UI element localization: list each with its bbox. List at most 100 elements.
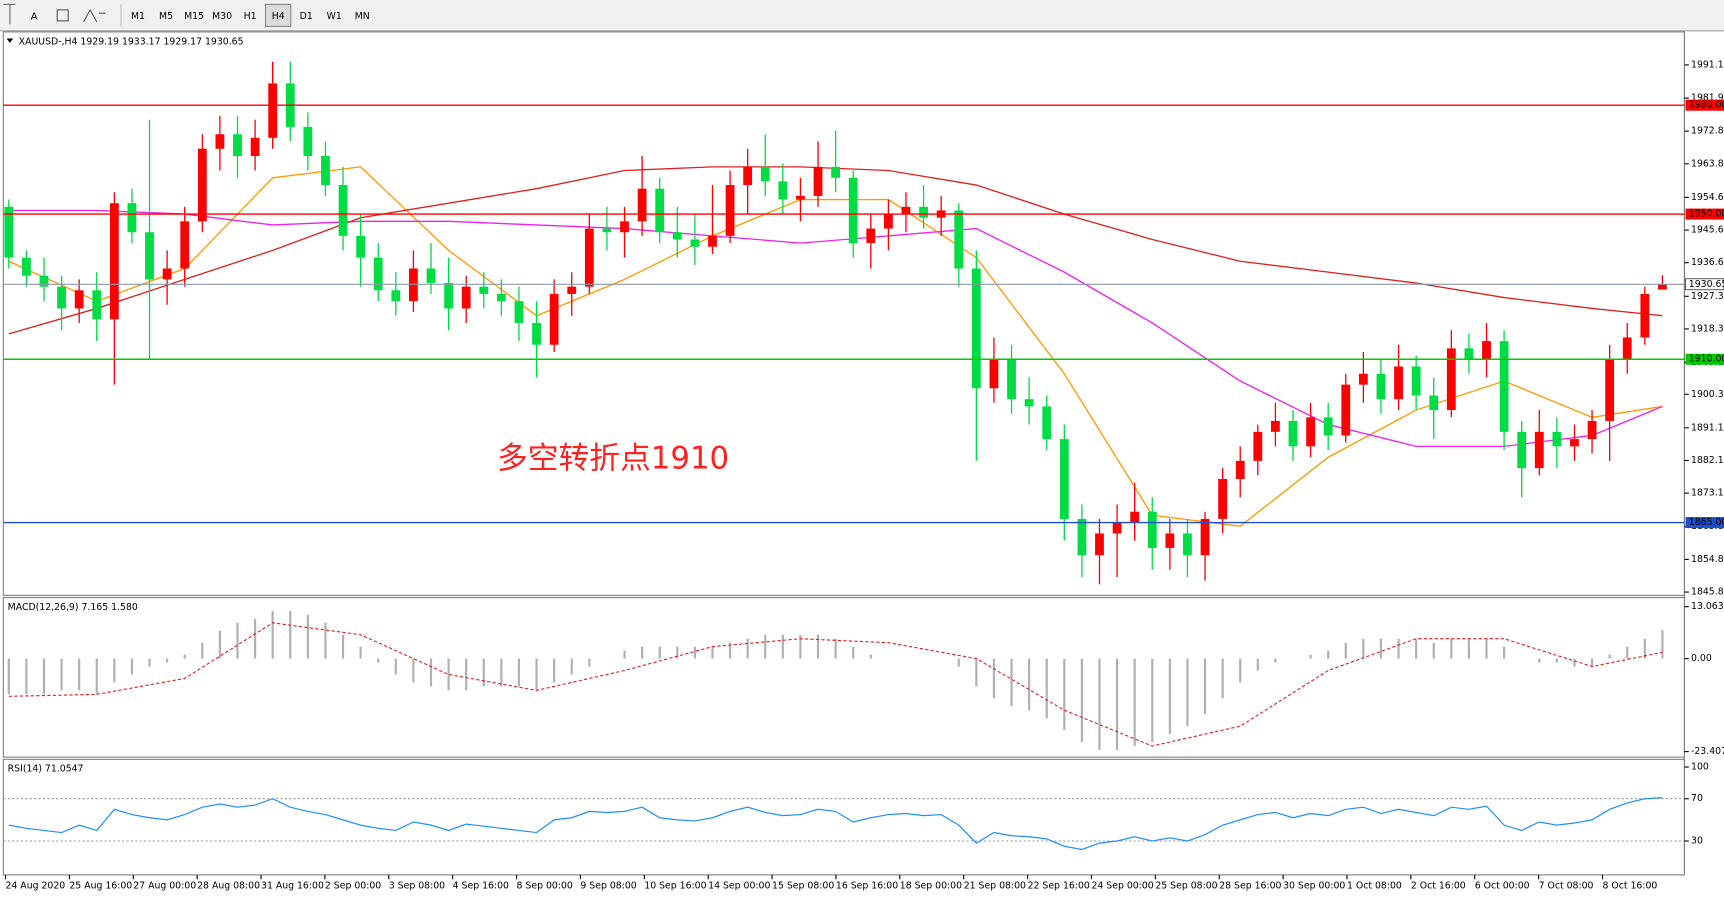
time-label: 31 Aug 16:00 [261,880,324,891]
y-tick-label: 1891.10 [1691,422,1724,433]
candle-body [127,203,137,233]
candle-body [1394,366,1403,400]
candle-body [1147,511,1157,548]
time-label: 22 Sep 16:00 [1028,880,1090,891]
candle-body [1570,439,1579,447]
y-tick-label: 1845.85 [1691,587,1724,598]
time-label: 8 Sep 00:00 [517,880,573,891]
candle-body [39,275,49,287]
candle-body [1482,341,1491,360]
time-label: 6 Oct 00:00 [1475,880,1530,891]
level-label-bg [1685,517,1724,529]
time-label: 10 Sep 16:00 [644,880,706,891]
time-label: 4 Sep 16:00 [453,880,509,891]
timeframe-label[interactable]: D1 [300,11,313,22]
level-label: 1980.00 [1689,100,1724,111]
time-label: 15 Sep 08:00 [772,880,834,891]
timeframe-label[interactable]: H1 [244,11,257,22]
timeframe-button[interactable] [349,4,375,27]
icon-text-label[interactable] [56,9,69,22]
candle-body [92,290,102,320]
y-tick-label: 1972.85 [1691,126,1724,137]
timeframe-button[interactable] [209,4,235,27]
candle-body [1552,431,1562,447]
candle-body [1411,366,1421,396]
candle-body [725,185,735,236]
y-tick-label: 1873.10 [1691,488,1724,499]
candle-body [145,232,154,280]
y-tick-label: 1954.60 [1691,192,1724,203]
candle-body [532,322,541,345]
candle-body [1077,518,1087,556]
macd-signal [8,622,1663,747]
text-tool[interactable]: A [31,12,38,23]
candle-body [655,188,665,233]
candle-body [708,235,717,247]
current-price-bg [1685,278,1724,291]
candle-body [866,228,876,244]
candle-body [813,166,823,196]
timeframe-label[interactable]: M15 [184,11,204,22]
timeframe-label[interactable]: M5 [159,11,173,22]
time-label: 28 Aug 08:00 [197,880,260,891]
timeframe-button[interactable] [125,4,151,27]
y-tick-label: 1936.60 [1691,257,1724,268]
candle-body [637,188,647,222]
timeframe-button[interactable] [237,4,263,27]
candle-body [1658,284,1667,290]
candle-body [883,214,893,229]
timeframe-button[interactable] [153,4,179,27]
time-label: 24 Sep 00:00 [1091,880,1153,891]
rsi-tick-label: 70 [1691,793,1703,804]
candle-body [1464,348,1474,360]
candle-body [1306,417,1315,447]
candle-body [57,286,66,309]
candle-body [1218,479,1228,519]
time-label: 25 Aug 16:00 [69,880,132,891]
macd-title: MACD(12,26,9) 7.165 1.580 [8,602,138,613]
timeframe-button[interactable] [293,4,319,27]
candle-body [901,206,911,215]
icon-shapes[interactable] [83,8,106,23]
candle-body [461,286,471,309]
candle-body [197,148,207,222]
timeframe-label[interactable]: M1 [131,11,145,22]
candle-body [391,290,401,302]
candle-body [796,195,805,200]
candle-body [356,235,366,258]
candle-body [4,206,14,258]
timeframe-label[interactable]: W1 [327,11,342,22]
candle-body [919,206,928,218]
y-tick-label: 1918.35 [1691,323,1724,334]
candle-body [584,228,594,287]
candle-body [250,137,260,157]
y-tick-label: 1882.10 [1691,455,1724,466]
candle-body [21,257,31,276]
level-label-bg [1685,353,1724,365]
timeframe-button[interactable] [264,3,292,27]
time-label: 7 Oct 08:00 [1539,880,1594,891]
level-label: 1865.00 [1689,517,1724,528]
time-label: 21 Sep 08:00 [964,880,1026,891]
timeframe-label[interactable]: MN [355,11,370,22]
time-label: 3 Sep 08:00 [389,880,445,891]
y-tick-label: 1981.95 [1691,93,1724,104]
timeframe-button[interactable] [321,4,347,27]
time-label: 1 Oct 08:00 [1347,880,1402,891]
timeframe-label[interactable]: H4 [272,11,285,22]
candle-body [1095,533,1104,556]
candle-body [690,239,700,247]
rsi-tick-label: 100 [1691,762,1709,773]
candle-body [1288,420,1298,447]
macd-tick-label: 0.00 [1691,653,1712,664]
candle-body [620,221,629,233]
candle-body [109,203,119,320]
timeframe-button[interactable] [181,4,207,27]
candle-body [831,166,841,178]
moving-average [8,166,1663,335]
macd-tick-label: 13.063 [1691,601,1724,612]
timeframe-label[interactable]: M30 [212,11,232,22]
rsi-tick-label: 30 [1691,835,1703,846]
